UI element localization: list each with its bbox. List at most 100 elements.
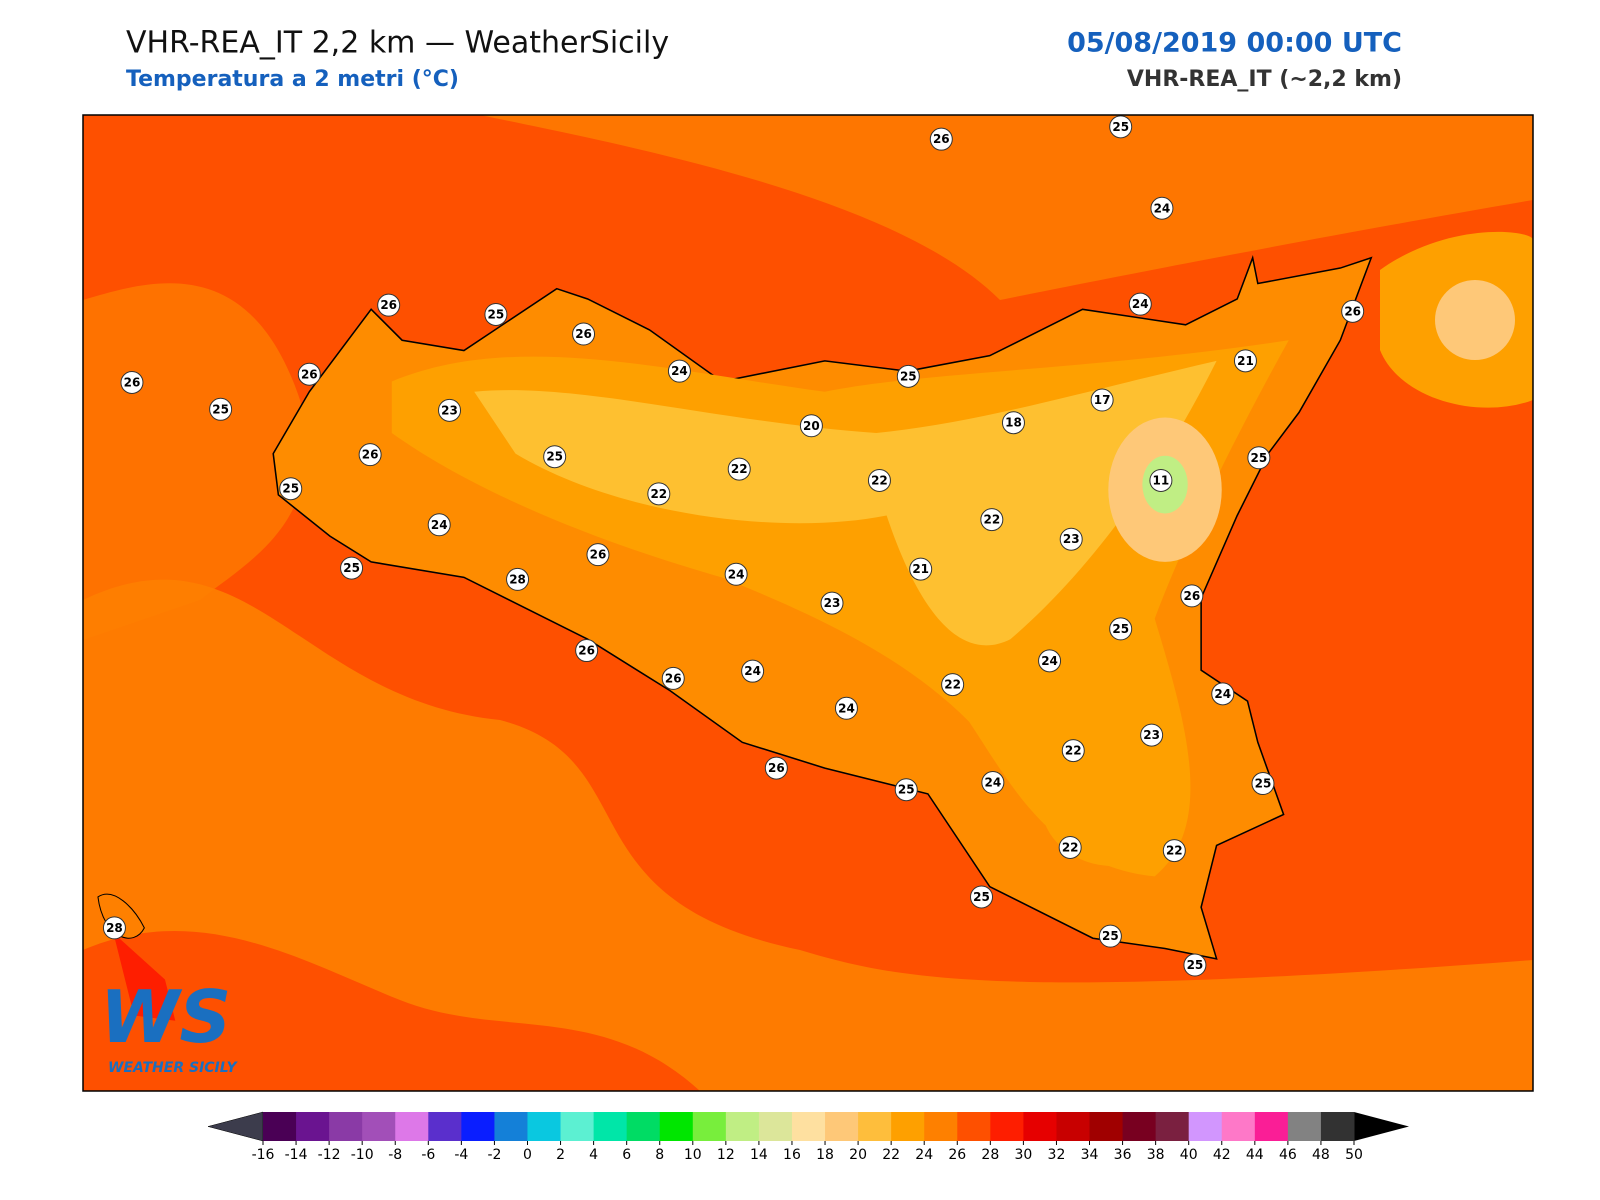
station-label: 25: [546, 450, 563, 464]
colorbar-tick-label: 38: [1147, 1147, 1165, 1163]
station-marker: [1150, 196, 1174, 220]
station: 25: [1251, 772, 1275, 796]
station: 26: [297, 362, 321, 386]
colorbar-bin: [263, 1112, 297, 1141]
station: 18: [1001, 411, 1025, 435]
station-marker: [1183, 953, 1207, 977]
colorbar-tick-label: 36: [1114, 1147, 1132, 1163]
station-label: 24: [1214, 687, 1231, 701]
colorbar-tick-label: 42: [1213, 1147, 1231, 1163]
station: 26: [764, 756, 788, 780]
station-marker: [506, 567, 530, 591]
station-marker: [661, 666, 685, 690]
station-label: 26: [578, 644, 595, 658]
subtitle: Temperatura a 2 metri (°C): [126, 67, 459, 92]
station: 20: [799, 414, 823, 438]
station: 25: [1098, 924, 1122, 948]
station: 22: [980, 508, 1004, 532]
station-label: 25: [212, 402, 229, 416]
station: 25: [543, 445, 567, 469]
station-marker: [929, 127, 953, 151]
colorbar-tick-label: 34: [1081, 1147, 1099, 1163]
colorbar-tick-label: 24: [915, 1147, 933, 1163]
colorbar-bin: [990, 1112, 1024, 1141]
station-label: 24: [985, 776, 1002, 790]
station-label: 25: [1112, 622, 1129, 636]
station-label: 26: [301, 367, 318, 381]
station: 22: [647, 482, 671, 506]
station-marker: [575, 639, 599, 663]
station-marker: [941, 673, 965, 697]
station-marker: [741, 659, 765, 683]
colorbar-bin: [626, 1112, 661, 1141]
colorbar-bin: [1122, 1112, 1157, 1141]
colorbar-bin: [560, 1112, 595, 1141]
station: 26: [575, 639, 599, 663]
colorbar-bin: [1056, 1112, 1091, 1141]
station-marker: [1038, 649, 1062, 673]
station-label: 21: [912, 562, 929, 576]
station-marker: [427, 513, 451, 537]
station-marker: [867, 468, 891, 492]
station-marker: [1247, 446, 1271, 470]
station: 24: [834, 696, 858, 720]
station: 26: [929, 127, 953, 151]
colorbar-tick-label: 10: [684, 1147, 702, 1163]
colorbar-tick-label: 50: [1345, 1147, 1363, 1163]
station-marker: [1058, 835, 1082, 859]
station-marker: [543, 445, 567, 469]
station: 11: [1149, 468, 1173, 492]
colorbar-bin: [461, 1112, 495, 1141]
station-marker: [1001, 411, 1025, 435]
station: 21: [1233, 349, 1257, 373]
station-marker: [1180, 584, 1204, 608]
station: 23: [438, 398, 462, 422]
station: 25: [279, 477, 303, 501]
station-marker: [981, 771, 1005, 795]
station: 25: [894, 778, 918, 802]
colorbar-tick-label: -14: [285, 1147, 308, 1163]
station: 17: [1090, 388, 1114, 412]
station-label: 25: [1250, 451, 1267, 465]
station: 26: [661, 666, 685, 690]
station-label: 25: [282, 482, 299, 496]
station-label: 25: [343, 561, 360, 575]
logo-mark: WS: [100, 975, 231, 1059]
colorbar-bin: [428, 1112, 462, 1141]
colorbar: -16 -14 -12 -10 -8 -6 -4 -2 0 2 4 6 8 10 12 14 16 18 20 22 2…: [207, 1111, 1409, 1163]
station-marker: [1149, 468, 1173, 492]
station-marker: [1109, 115, 1133, 139]
station-marker: [980, 508, 1004, 532]
station-marker: [279, 477, 303, 501]
colorbar-tick-label: -8: [388, 1147, 402, 1163]
station-label: 25: [973, 890, 990, 904]
station-label: 26: [933, 132, 950, 146]
station-label: 28: [106, 921, 123, 935]
colorbar-bin: [659, 1112, 694, 1141]
station: 24: [981, 771, 1005, 795]
station-label: 25: [900, 369, 917, 383]
date: 05/08/2019 00:00 UTC: [1067, 28, 1402, 59]
colorbar-bin: [825, 1112, 859, 1141]
station-label: 25: [1102, 929, 1119, 943]
station: 26: [586, 543, 610, 567]
station-marker: [1061, 739, 1085, 763]
station-label: 26: [380, 298, 397, 312]
station-label: 24: [1154, 201, 1171, 215]
colorbar-bin: [758, 1112, 793, 1141]
colorbar-tick-label: 26: [948, 1147, 966, 1163]
station-label: 25: [1112, 120, 1129, 134]
colorbar-bin: [527, 1112, 562, 1141]
station-marker: [727, 457, 751, 481]
station: 22: [727, 457, 751, 481]
colorbar-bin: [725, 1112, 760, 1141]
colorbar-tick-label: 14: [750, 1147, 768, 1163]
station-label: 22: [1065, 744, 1082, 758]
station: 24: [667, 359, 691, 383]
colorbar-tick-label: 16: [783, 1147, 801, 1163]
station-marker: [358, 443, 382, 467]
station-label: 18: [1005, 416, 1022, 430]
station-marker: [1128, 292, 1152, 316]
station-marker: [1059, 527, 1083, 551]
colorbar-bin: [891, 1112, 925, 1141]
